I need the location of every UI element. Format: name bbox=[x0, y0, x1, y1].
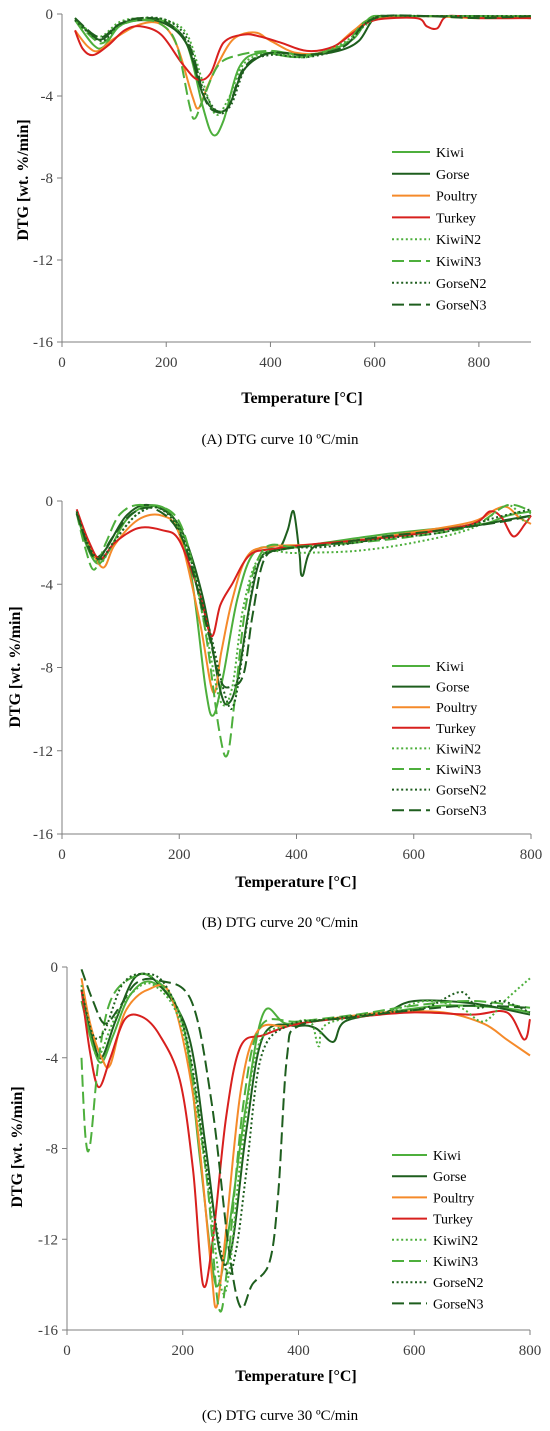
x-tick-label: 400 bbox=[285, 847, 308, 863]
legend-label: Turkey bbox=[436, 722, 476, 737]
y-axis-label: DTG [wt. %/min] bbox=[15, 119, 32, 240]
y-tick-label: -16 bbox=[38, 1323, 58, 1339]
chart-panel-a: DTG [wt. %/min] Temperature [°C] (A) DTG… bbox=[15, 7, 532, 448]
x-tick-label: 400 bbox=[259, 355, 282, 371]
x-tick-label: 600 bbox=[363, 355, 386, 371]
x-tick-label: 200 bbox=[168, 847, 191, 863]
y-tick-label: -8 bbox=[41, 661, 54, 677]
y-tick-label: -8 bbox=[46, 1142, 59, 1158]
y-tick-label: -16 bbox=[33, 335, 53, 351]
y-tick-label: -12 bbox=[33, 744, 53, 760]
y-tick-label: -4 bbox=[41, 89, 54, 105]
legend-label: Kiwi bbox=[436, 660, 464, 675]
legend-label: KiwiN3 bbox=[436, 255, 481, 270]
legend-label: Gorse bbox=[436, 681, 469, 696]
series-line-gorsen2 bbox=[74, 14, 531, 115]
x-axis-label: Temperature [°C] bbox=[235, 874, 356, 891]
series-line-gorsen3 bbox=[80, 968, 531, 1310]
x-tick-label: 800 bbox=[468, 355, 491, 371]
legend-label: Gorse bbox=[436, 168, 469, 183]
y-tick-label: -16 bbox=[33, 827, 53, 843]
chart-panel-c: DTG [wt. %/min] Temperature [°C] (C) DTG… bbox=[9, 960, 541, 1424]
legend-label: GorseN3 bbox=[436, 299, 487, 314]
chart-caption: (C) DTG curve 30 ºC/min bbox=[202, 1408, 359, 1424]
legend-label: KiwiN2 bbox=[433, 1234, 478, 1249]
series-line-kiwin2 bbox=[75, 504, 532, 707]
y-tick-label: -4 bbox=[41, 577, 54, 593]
legend: Kiwi Gorse Poultry Turkey KiwiN2 KiwiN3 GorseN… bbox=[392, 1149, 484, 1312]
series-line-turkey bbox=[74, 14, 532, 82]
series-line-turkey bbox=[80, 989, 531, 1288]
legend-label: GorseN2 bbox=[436, 277, 487, 292]
y-tick-label: 0 bbox=[46, 7, 54, 23]
y-axis-label: DTG [wt. %/min] bbox=[7, 606, 24, 727]
legend-label: Kiwi bbox=[436, 146, 464, 161]
y-tick-label: -12 bbox=[33, 253, 53, 269]
legend: Kiwi Gorse Poultry Turkey KiwiN2 KiwiN3 GorseN… bbox=[392, 146, 487, 314]
legend-label: GorseN3 bbox=[433, 1297, 484, 1312]
x-tick-label: 600 bbox=[403, 1343, 426, 1359]
series-line-poultry bbox=[80, 978, 531, 1309]
series-line-kiwin3 bbox=[80, 973, 531, 1313]
legend-label: KiwiN2 bbox=[436, 742, 481, 757]
y-axis-label: DTG [wt. %/min] bbox=[9, 1086, 26, 1207]
x-axis-label: Temperature [°C] bbox=[235, 1368, 356, 1385]
x-axis-label: Temperature [°C] bbox=[241, 390, 362, 407]
legend-label: Gorse bbox=[433, 1170, 466, 1185]
legend-label: Poultry bbox=[436, 701, 477, 716]
legend: Kiwi Gorse Poultry Turkey KiwiN2 KiwiN3 GorseN… bbox=[392, 660, 487, 819]
x-tick-label: 600 bbox=[403, 847, 426, 863]
legend-label: GorseN2 bbox=[436, 784, 487, 799]
x-tick-label: 0 bbox=[58, 847, 66, 863]
series-line-gorsen3 bbox=[74, 14, 532, 114]
x-tick-label: 200 bbox=[155, 355, 178, 371]
series-line-poultry bbox=[74, 15, 532, 110]
y-tick-label: 0 bbox=[46, 494, 54, 510]
series-group bbox=[75, 503, 532, 758]
legend-label: KiwiN3 bbox=[433, 1255, 478, 1270]
legend-label: GorseN3 bbox=[436, 804, 487, 819]
x-tick-label: 0 bbox=[63, 1343, 71, 1359]
x-tick-label: 800 bbox=[520, 847, 543, 863]
x-tick-label: 800 bbox=[519, 1343, 542, 1359]
legend-label: Kiwi bbox=[433, 1149, 461, 1164]
y-tick-label: -4 bbox=[46, 1051, 59, 1067]
legend-label: Poultry bbox=[433, 1191, 474, 1206]
y-tick-label: -8 bbox=[41, 171, 54, 187]
series-line-kiwin2 bbox=[80, 977, 531, 1295]
series-group bbox=[74, 14, 532, 137]
series-line-kiwin2 bbox=[74, 14, 531, 116]
legend-label: Poultry bbox=[436, 190, 477, 205]
chart-caption: (A) DTG curve 10 ºC/min bbox=[201, 432, 359, 448]
legend-label: KiwiN3 bbox=[436, 763, 481, 778]
x-tick-label: 0 bbox=[58, 355, 66, 371]
chart-panel-b: DTG [wt. %/min] Temperature [°C] (B) DTG… bbox=[7, 494, 542, 931]
series-line-poultry bbox=[75, 505, 532, 694]
y-tick-label: 0 bbox=[51, 960, 59, 976]
legend-label: GorseN2 bbox=[433, 1276, 484, 1291]
series-line-kiwi bbox=[74, 14, 531, 137]
x-tick-label: 400 bbox=[287, 1343, 310, 1359]
chart-caption: (B) DTG curve 20 ºC/min bbox=[202, 915, 359, 931]
series-line-kiwin3 bbox=[75, 503, 532, 758]
legend-label: KiwiN2 bbox=[436, 233, 481, 248]
x-tick-label: 200 bbox=[172, 1343, 195, 1359]
series-line-gorsen2 bbox=[75, 506, 532, 710]
series-line-gorsen3 bbox=[75, 506, 532, 689]
legend-label: Turkey bbox=[433, 1213, 473, 1228]
legend-label: Turkey bbox=[436, 211, 476, 226]
series-group bbox=[80, 968, 531, 1313]
y-tick-label: -12 bbox=[38, 1232, 58, 1248]
series-line-kiwin3 bbox=[74, 14, 531, 120]
series-line-gorse bbox=[74, 14, 532, 113]
series-line-gorsen2 bbox=[80, 972, 531, 1276]
